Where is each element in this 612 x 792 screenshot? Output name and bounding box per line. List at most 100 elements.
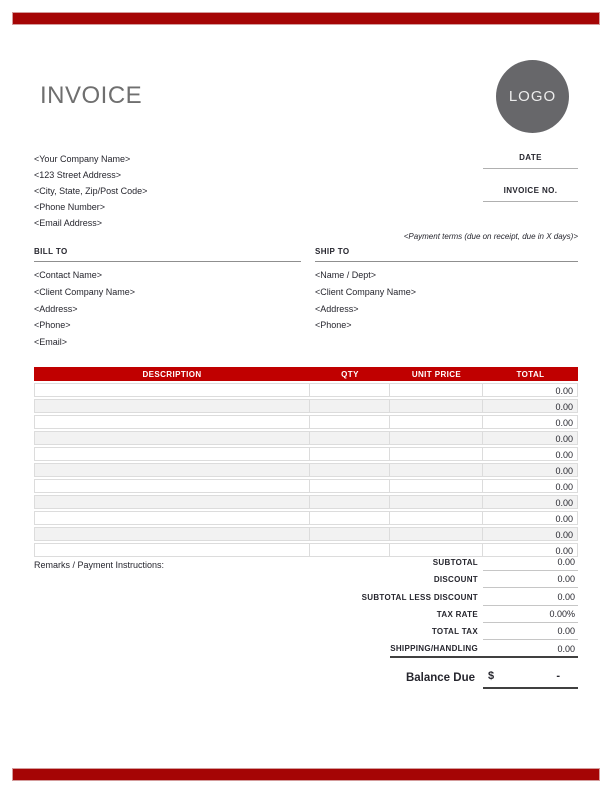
ship-to-phone-placeholder[interactable]: <Phone> <box>315 320 352 331</box>
description-cell[interactable] <box>34 399 310 413</box>
qty-cell[interactable] <box>310 383 390 397</box>
qty-cell[interactable] <box>310 511 390 525</box>
bill-to-contact-placeholder[interactable]: <Contact Name> <box>34 270 103 280</box>
payment-terms-placeholder[interactable]: <Payment terms (due on receipt, due in X… <box>403 232 578 241</box>
total-cell[interactable]: 0.00 <box>483 479 578 493</box>
qty-cell[interactable] <box>310 415 390 429</box>
discount-label: DISCOUNT <box>433 575 478 585</box>
ship-to-address-placeholder[interactable]: <Address> <box>315 303 359 314</box>
description-cell[interactable] <box>34 527 310 541</box>
tax-rate-row: TAX RATE 0.00% <box>34 606 578 623</box>
unit-price-cell[interactable] <box>390 463 483 477</box>
subtotal-value[interactable]: 0.00 <box>483 557 578 572</box>
total-cell[interactable]: 0.00 <box>483 543 578 557</box>
qty-cell[interactable] <box>310 399 390 413</box>
company-info-block: <Your Company Name> <123 Street Address>… <box>34 151 147 231</box>
table-row: 0.00 <box>34 463 578 477</box>
description-cell[interactable] <box>34 479 310 493</box>
items-table-body: 0.00 0.00 0.00 0.00 0.00 <box>34 383 578 559</box>
total-cell[interactable]: 0.00 <box>483 527 578 541</box>
description-cell[interactable] <box>34 383 310 397</box>
unit-price-cell[interactable] <box>390 431 483 445</box>
phone-number-placeholder[interactable]: <Phone Number> <box>34 202 106 212</box>
bill-to-company-placeholder[interactable]: <Client Company Name> <box>34 286 136 297</box>
company-name-placeholder[interactable]: <Your Company Name> <box>34 154 131 164</box>
description-cell[interactable] <box>34 447 310 461</box>
logo-placeholder[interactable]: LOGO <box>496 60 569 133</box>
qty-cell[interactable] <box>310 479 390 493</box>
tax-rate-value[interactable]: 0.00% <box>483 609 578 623</box>
qty-cell[interactable] <box>310 527 390 541</box>
discount-value[interactable]: 0.00 <box>483 574 578 589</box>
description-cell[interactable] <box>34 511 310 525</box>
qty-cell[interactable] <box>310 543 390 557</box>
ship-to-section: SHIP TO <Name / Dept> <Client Company Na… <box>315 247 578 334</box>
remarks-label[interactable]: Remarks / Payment Instructions: <box>34 560 165 570</box>
total-cell[interactable]: 0.00 <box>483 431 578 445</box>
total-cell[interactable]: 0.00 <box>483 415 578 429</box>
qty-cell[interactable] <box>310 431 390 445</box>
total-tax-value[interactable]: 0.00 <box>483 626 578 640</box>
unit-price-cell[interactable] <box>390 543 483 557</box>
invoice-number-field[interactable]: INVOICE NO. <box>483 186 578 202</box>
shipping-handling-value[interactable]: 0.00 <box>557 644 575 655</box>
total-cell[interactable]: 0.00 <box>483 511 578 525</box>
bill-to-phone-placeholder[interactable]: <Phone> <box>34 320 71 331</box>
table-row: 0.00 <box>34 479 578 493</box>
date-field[interactable]: DATE <box>483 153 578 169</box>
table-row: 0.00 <box>34 447 578 461</box>
balance-due-field[interactable]: $ - <box>483 666 578 689</box>
street-address-placeholder[interactable]: <123 Street Address> <box>34 170 122 180</box>
description-cell[interactable] <box>34 463 310 477</box>
unit-price-cell[interactable] <box>390 399 483 413</box>
unit-price-cell[interactable] <box>390 383 483 397</box>
invoice-number-label: INVOICE NO. <box>503 186 558 195</box>
subtotal-row: SUBTOTAL 0.00 <box>34 554 578 572</box>
bill-to-email-placeholder[interactable]: <Email> <box>34 337 68 348</box>
total-tax-label: TOTAL TAX <box>431 626 478 636</box>
total-tax-row: TOTAL TAX 0.00 <box>34 623 578 640</box>
total-cell[interactable]: 0.00 <box>483 463 578 477</box>
bill-to-address-placeholder[interactable]: <Address> <box>34 303 78 314</box>
table-row: 0.00 <box>34 399 578 413</box>
shipping-handling-row: SHIPPING/HANDLING 0.00 <box>34 640 578 657</box>
table-row: 0.00 <box>34 543 578 557</box>
total-cell[interactable]: 0.00 <box>483 383 578 397</box>
shipping-handling-label: SHIPPING/HANDLING <box>390 644 478 654</box>
qty-cell[interactable] <box>310 495 390 509</box>
ship-to-label: SHIP TO <box>315 247 578 262</box>
balance-due-label: Balance Due <box>405 671 475 684</box>
table-row: 0.00 <box>34 383 578 397</box>
discount-row: DISCOUNT 0.00 <box>34 571 578 589</box>
unit-price-cell[interactable] <box>390 495 483 509</box>
email-address-placeholder[interactable]: <Email Address> <box>34 218 103 228</box>
table-row: 0.00 <box>34 415 578 429</box>
description-cell[interactable] <box>34 495 310 509</box>
description-cell[interactable] <box>34 543 310 557</box>
total-cell[interactable]: 0.00 <box>483 399 578 413</box>
bottom-accent-bar <box>12 768 600 781</box>
unit-price-cell[interactable] <box>390 527 483 541</box>
description-column-header: DESCRIPTION <box>142 369 202 379</box>
unit-price-cell[interactable] <box>390 479 483 493</box>
subtotal-less-discount-value[interactable]: 0.00 <box>483 592 578 606</box>
ship-to-name-placeholder[interactable]: <Name / Dept> <box>315 270 377 280</box>
top-accent-bar <box>12 12 600 25</box>
unit-price-cell[interactable] <box>390 415 483 429</box>
qty-cell[interactable] <box>310 463 390 477</box>
ship-to-lines: <Name / Dept> <Client Company Name> <Add… <box>315 267 578 334</box>
unit-price-cell[interactable] <box>390 511 483 525</box>
totals-divider-line <box>390 656 578 658</box>
unit-price-cell[interactable] <box>390 447 483 461</box>
qty-cell[interactable] <box>310 447 390 461</box>
total-cell[interactable]: 0.00 <box>483 447 578 461</box>
description-cell[interactable] <box>34 415 310 429</box>
subtotal-label: SUBTOTAL <box>432 558 478 568</box>
tax-rate-label: TAX RATE <box>436 609 478 619</box>
city-state-zip-placeholder[interactable]: <City, State, Zip/Post Code> <box>34 186 148 196</box>
ship-to-company-placeholder[interactable]: <Client Company Name> <box>315 286 417 297</box>
balance-due-row: Balance Due $ - <box>34 666 578 689</box>
bill-to-label: BILL TO <box>34 247 301 262</box>
description-cell[interactable] <box>34 431 310 445</box>
total-cell[interactable]: 0.00 <box>483 495 578 509</box>
